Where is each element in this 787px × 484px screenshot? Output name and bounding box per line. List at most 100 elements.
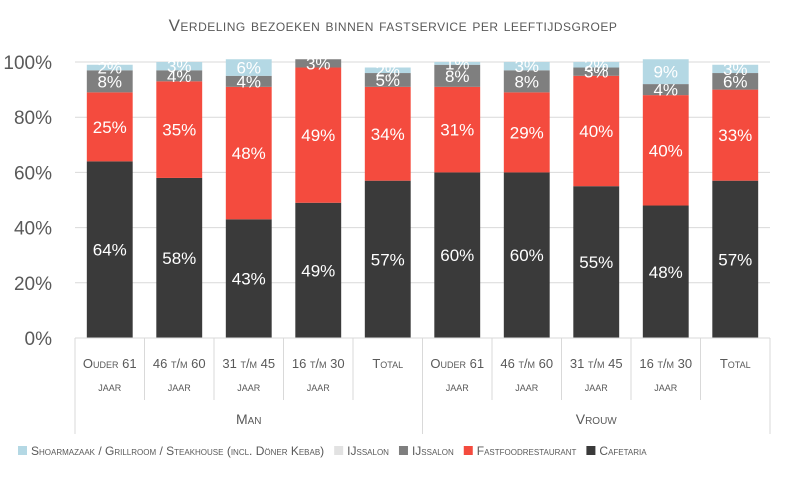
bar-segment	[573, 75, 620, 187]
y-axis-ticks: 0% 20% 40% 60% 80% 100%	[3, 53, 52, 350]
data-label: 57%	[718, 250, 752, 269]
data-label: 64%	[93, 241, 127, 260]
data-label: 8%	[445, 67, 470, 86]
bar-segment	[364, 67, 411, 74]
x-tick-label: jaar	[654, 379, 678, 394]
x-axis: Ouder 61 jaar 46 t/m 60 jaar 31 t/m 45 jaar 16…	[74, 337, 771, 434]
x-tick-label: Total	[720, 356, 751, 371]
bar-segment	[434, 64, 481, 87]
bar-segment	[642, 84, 689, 96]
legend-swatch	[334, 446, 344, 455]
x-tick-label: 46 t/m 60	[500, 356, 553, 371]
bar-segment	[434, 172, 481, 338]
legend-swatch	[18, 446, 27, 455]
bar-segment	[364, 180, 411, 338]
x-tick-label: 31 t/m 45	[570, 356, 623, 371]
data-label: 48%	[649, 263, 683, 282]
bar-segment	[156, 70, 203, 82]
bar-segment	[86, 92, 133, 162]
data-label: 8%	[514, 72, 539, 91]
bar-segment	[364, 73, 411, 87]
data-label: 43%	[232, 270, 266, 289]
data-label: 49%	[301, 261, 335, 280]
data-label: 35%	[162, 121, 196, 140]
bar-segment	[156, 177, 203, 338]
legend-swatch	[586, 446, 596, 455]
data-label: 25%	[93, 118, 127, 137]
bar-segment	[434, 62, 481, 65]
bar-segment	[712, 64, 759, 74]
chart-title: Verdeling bezoeken binnen fastservice pe…	[169, 16, 618, 35]
bar-segment	[712, 180, 759, 338]
bar-segment	[86, 64, 133, 71]
data-label: 60%	[440, 246, 474, 265]
x-tick-label: 16 t/m 30	[292, 356, 345, 371]
legend: Shoarmazaak / Grillroom / Steakhouse (in…	[18, 444, 647, 458]
x-tick-label: jaar	[237, 379, 261, 394]
data-labels: 64%25%8%2%58%35%4%3%43%48%4%6%49%49%3%57…	[93, 54, 753, 288]
x-tick-label: jaar	[585, 379, 609, 394]
data-label: 1%	[445, 54, 470, 73]
bar-segment	[295, 59, 342, 68]
bar-segment	[503, 70, 550, 93]
y-tick-label: 60%	[14, 163, 52, 184]
bar-segment	[642, 205, 689, 338]
data-label: 5%	[375, 71, 400, 90]
bar-segment	[225, 75, 272, 87]
bar-segment	[156, 81, 203, 178]
x-tick-label: 31 t/m 45	[222, 356, 275, 371]
legend-entry: Fastfoodrestaurant	[477, 444, 577, 458]
bar-segment	[573, 186, 620, 338]
data-label: 33%	[718, 126, 752, 145]
data-label: 49%	[301, 126, 335, 145]
y-tick-label: 80%	[14, 108, 52, 129]
legend-swatch	[398, 446, 408, 455]
bar-segment	[295, 202, 342, 338]
data-label: 4%	[236, 72, 261, 91]
data-label: 2%	[584, 56, 609, 75]
data-label: 9%	[653, 63, 678, 82]
data-label: 3%	[584, 63, 609, 82]
x-tick-label: Ouder 61	[83, 356, 137, 371]
legend-entry: IJssalon	[412, 444, 454, 458]
data-label: 3%	[514, 57, 539, 76]
x-tick-label: jaar	[446, 379, 470, 394]
bar-segment	[712, 73, 759, 90]
bar-segment	[225, 86, 272, 220]
bar-segment	[503, 92, 550, 173]
data-label: 2%	[375, 61, 400, 80]
y-tick-label: 100%	[3, 53, 52, 74]
x-tick-label: 16 t/m 30	[639, 356, 692, 371]
x-tick-label: jaar	[168, 379, 192, 394]
data-label: 8%	[97, 72, 122, 91]
x-tick-label: Total	[372, 356, 403, 371]
bar-segment	[573, 62, 620, 68]
bar-segment	[86, 70, 133, 93]
x-group-label: Vrouw	[576, 411, 618, 427]
bar-segment	[295, 67, 342, 203]
data-label: 48%	[232, 144, 266, 163]
data-label: 2%	[97, 59, 122, 78]
data-label: 4%	[653, 81, 678, 100]
data-label: 3%	[306, 54, 331, 73]
bar-segment	[642, 59, 689, 85]
x-tick-label: jaar	[307, 379, 331, 394]
data-label: 60%	[510, 246, 544, 265]
bar-segment	[434, 86, 481, 173]
bar-segment	[573, 67, 620, 76]
bar-segment	[642, 95, 689, 206]
data-label: 40%	[579, 122, 613, 141]
data-label: 3%	[723, 60, 748, 79]
y-tick-label: 20%	[14, 274, 52, 295]
data-label: 6%	[236, 59, 261, 78]
data-label: 31%	[440, 121, 474, 140]
x-tick-label: Ouder 61	[430, 356, 484, 371]
bar-segment	[712, 89, 759, 181]
bar-segment	[225, 59, 272, 76]
data-label: 6%	[723, 72, 748, 91]
y-tick-label: 0%	[25, 329, 53, 350]
x-tick-label: 46 t/m 60	[153, 356, 206, 371]
bar-segment	[503, 172, 550, 338]
bar-segment	[364, 86, 411, 181]
